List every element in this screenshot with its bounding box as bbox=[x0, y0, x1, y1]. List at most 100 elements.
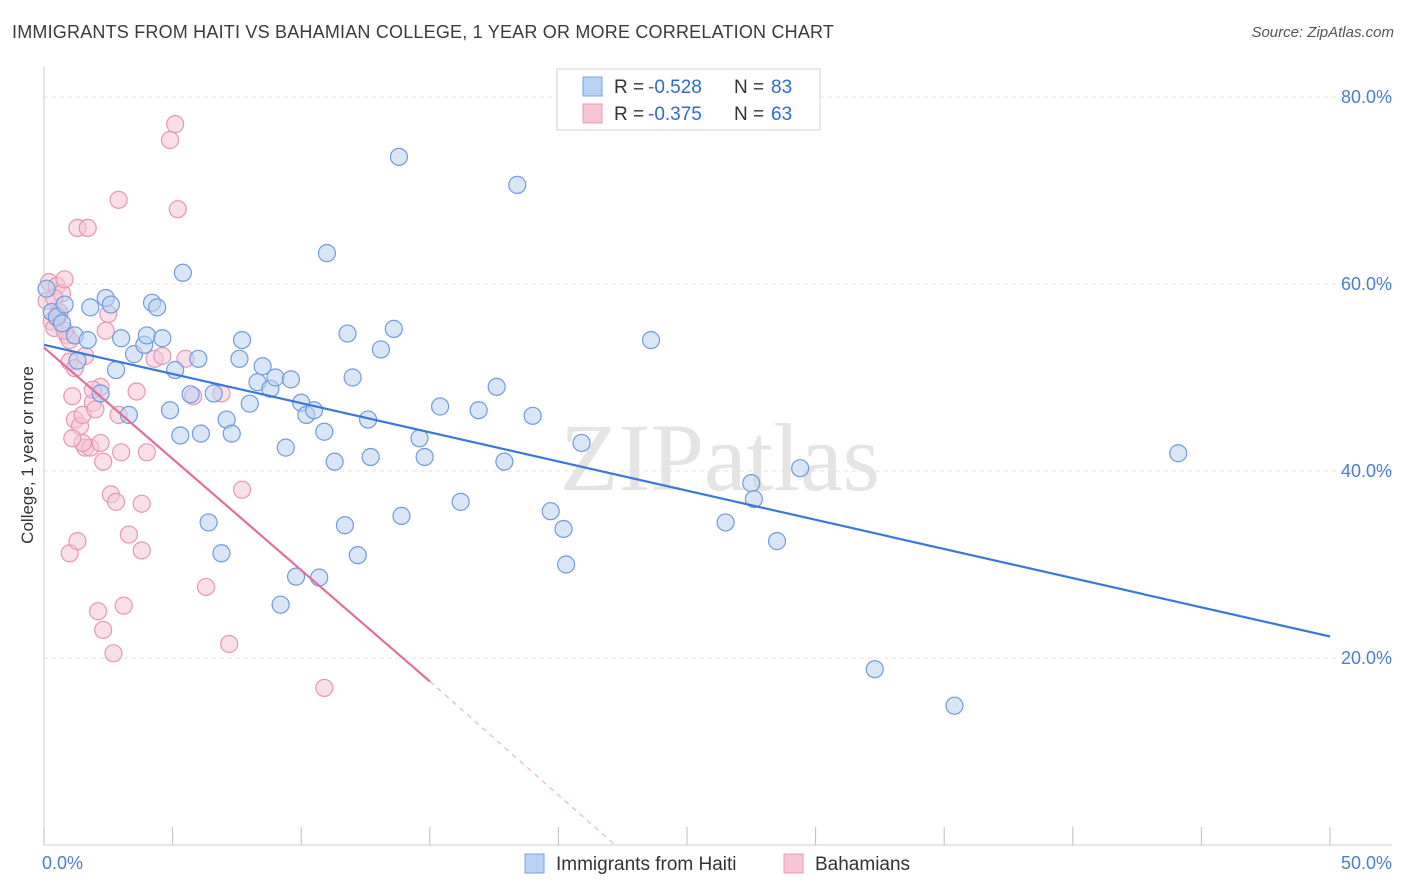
haiti-point bbox=[52, 314, 72, 333]
source-label: Source: ZipAtlas.com bbox=[1251, 24, 1394, 41]
y-tick-label: 20.0% bbox=[1341, 648, 1392, 668]
haiti-point bbox=[171, 426, 190, 445]
haiti-point bbox=[865, 660, 884, 679]
haiti-point bbox=[232, 331, 252, 350]
bahamians-point bbox=[109, 190, 128, 209]
haiti-point bbox=[945, 696, 964, 715]
haiti-point bbox=[716, 513, 735, 532]
haiti-point bbox=[37, 279, 56, 298]
bahamians-point bbox=[132, 541, 151, 560]
bahamians-point bbox=[78, 218, 97, 237]
haiti-point bbox=[253, 357, 272, 376]
chart-title: IMMIGRANTS FROM HAITI VS BAHAMIAN COLLEG… bbox=[12, 22, 835, 42]
haiti-point bbox=[240, 394, 259, 413]
bahamians-point bbox=[153, 346, 172, 366]
bahamians-trend-line bbox=[43, 346, 431, 683]
haiti-point bbox=[91, 384, 110, 403]
legend-n-value-1: 83 bbox=[771, 77, 792, 98]
haiti-point bbox=[641, 331, 661, 350]
bahamians-point bbox=[94, 620, 113, 640]
haiti-point bbox=[495, 452, 514, 471]
haiti-point bbox=[742, 474, 761, 493]
bahamians-point bbox=[63, 429, 82, 448]
haiti-point bbox=[137, 326, 156, 345]
bahamians-point bbox=[68, 532, 87, 551]
bahamians-point bbox=[132, 494, 151, 513]
legend-r-label-1: R = bbox=[614, 77, 644, 98]
haiti-point bbox=[181, 385, 200, 404]
legend-swatch-pink bbox=[582, 103, 603, 124]
haiti-point bbox=[199, 513, 218, 532]
bahamians-point bbox=[196, 577, 216, 597]
bahamians-point bbox=[168, 200, 187, 219]
haiti-point bbox=[523, 406, 542, 425]
axes bbox=[43, 66, 1392, 846]
bahamians-point bbox=[106, 492, 126, 511]
haiti-trend-line bbox=[43, 343, 1331, 638]
haiti-point bbox=[554, 519, 573, 539]
haiti-point bbox=[276, 438, 295, 457]
haiti-point bbox=[767, 532, 787, 551]
haiti-point bbox=[222, 424, 241, 443]
haiti-point bbox=[310, 568, 329, 587]
legend-r-value-2: -0.375 bbox=[648, 104, 702, 125]
haiti-point bbox=[212, 544, 231, 563]
haiti-point bbox=[81, 298, 100, 317]
haiti-point bbox=[106, 360, 126, 380]
haiti-point bbox=[791, 459, 810, 478]
legend-box: R = -0.528 N = 83 R = -0.375 N = 63 bbox=[556, 68, 821, 131]
grid-lines bbox=[44, 96, 1392, 659]
haiti-point bbox=[541, 502, 560, 521]
haiti-point bbox=[348, 546, 367, 565]
bahamians-point bbox=[166, 115, 185, 134]
tick-labels: 20.0% 40.0% 60.0% 80.0% 0.0% 50.0% bbox=[42, 87, 1392, 873]
haiti-point bbox=[744, 489, 763, 509]
legend-n-label-2: N = bbox=[734, 104, 764, 125]
bahamians-point bbox=[232, 480, 252, 499]
haiti-point bbox=[430, 397, 450, 416]
bahamians-point bbox=[127, 382, 146, 401]
bahamians-point bbox=[91, 433, 110, 453]
bahamians-point bbox=[88, 602, 108, 621]
bahamians-point bbox=[160, 130, 180, 150]
haiti-point bbox=[389, 147, 409, 166]
haiti-point bbox=[55, 295, 74, 314]
haiti-point bbox=[191, 424, 210, 443]
x-tick-label: 0.0% bbox=[42, 853, 83, 873]
haiti-point bbox=[189, 349, 208, 368]
legend-n-value-2: 63 bbox=[771, 104, 792, 125]
haiti-point bbox=[384, 319, 403, 338]
bahamians-point bbox=[104, 644, 123, 663]
bottom-legend: Immigrants from Haiti Bahamians bbox=[524, 853, 910, 875]
haiti-point bbox=[160, 401, 180, 420]
bahamians-point bbox=[94, 452, 113, 471]
watermark: ZIPatlas bbox=[560, 404, 880, 511]
bahamians-point bbox=[55, 270, 74, 289]
haiti-point bbox=[281, 370, 301, 389]
haiti-point bbox=[271, 595, 290, 614]
y-tick-label: 60.0% bbox=[1341, 274, 1392, 294]
bahamians-point bbox=[86, 400, 105, 419]
bottom-legend-swatch-haiti bbox=[524, 853, 545, 874]
haiti-point bbox=[572, 433, 591, 453]
bahamians-trend-extension bbox=[429, 680, 616, 846]
haiti-point bbox=[557, 555, 576, 574]
bahamians-point bbox=[63, 387, 82, 406]
haiti-point bbox=[487, 377, 506, 396]
x-tick-label: 50.0% bbox=[1341, 853, 1392, 873]
legend-r-value-1: -0.528 bbox=[648, 77, 702, 98]
haiti-point bbox=[361, 447, 380, 467]
haiti-point bbox=[371, 340, 391, 359]
haiti-point bbox=[338, 324, 357, 343]
bahamians-point bbox=[220, 634, 239, 654]
bottom-legend-swatch-bahamians bbox=[783, 853, 804, 874]
haiti-point bbox=[78, 331, 97, 350]
haiti-point bbox=[148, 298, 167, 317]
haiti-point bbox=[153, 329, 172, 348]
bahamians-point bbox=[96, 321, 115, 340]
haiti-point bbox=[343, 368, 362, 387]
haiti-point bbox=[112, 329, 131, 348]
haiti-point bbox=[508, 175, 527, 194]
haiti-point bbox=[315, 422, 334, 441]
